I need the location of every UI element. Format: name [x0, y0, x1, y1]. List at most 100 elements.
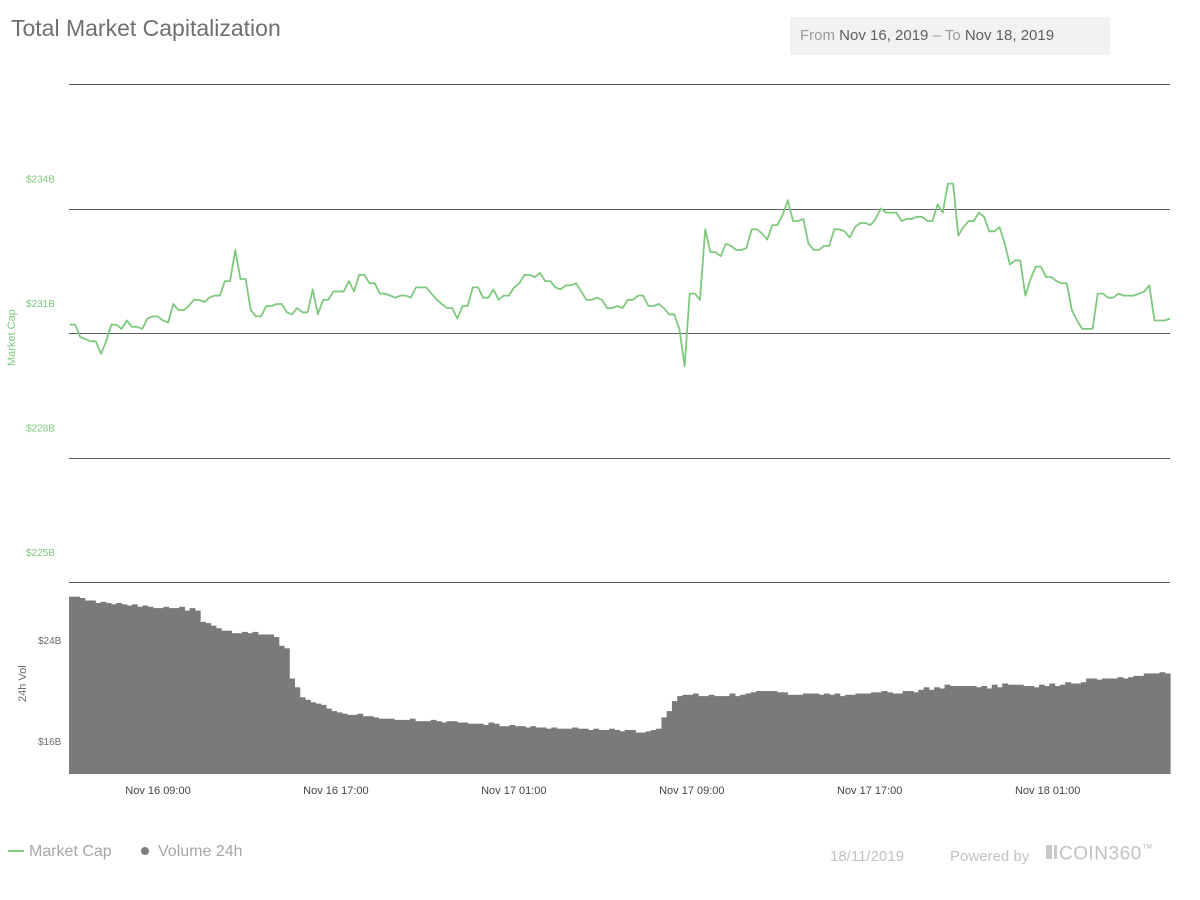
- volume-bar: [394, 719, 400, 774]
- market-cap-chart[interactable]: $234B $231B $228B $225B Market Cap $24B $16B 24…: [0, 0, 1200, 830]
- date-range-picker[interactable]: From Nov 16, 2019 – To Nov 18, 2019: [790, 17, 1110, 55]
- volume-bar: [1054, 686, 1061, 774]
- volume-bar: [247, 633, 254, 774]
- x-tick-label: Nov 16 09:00: [125, 785, 190, 797]
- volume-bar: [624, 730, 631, 774]
- volume-bar: [561, 728, 568, 774]
- volume-bar: [1049, 683, 1056, 774]
- coin360-logo[interactable]: COIN360™: [1046, 843, 1153, 865]
- volume-bar: [215, 628, 222, 774]
- volume-bar: [152, 608, 159, 774]
- range-from-value[interactable]: Nov 16, 2019: [839, 27, 929, 44]
- volume-bar: [425, 721, 432, 774]
- volume-bar: [771, 691, 778, 774]
- volume-bar: [551, 727, 558, 774]
- volume-bar: [834, 693, 841, 774]
- volume-bar: [981, 686, 988, 774]
- volume-bar: [231, 633, 238, 774]
- volume-bar: [666, 711, 673, 774]
- volume-bar: [1038, 684, 1045, 774]
- volume-bar: [902, 691, 909, 774]
- volume-bar: [939, 688, 946, 774]
- volume-bar: [1028, 686, 1035, 774]
- x-tick-label: Nov 17 17:00: [837, 785, 902, 797]
- volume-bar: [1101, 678, 1108, 774]
- logo-mark-icon: [1054, 845, 1057, 860]
- volume-bar: [1107, 678, 1113, 774]
- volume-bar: [1117, 677, 1124, 774]
- volume-bar: [252, 631, 259, 774]
- volume-bar: [257, 634, 264, 774]
- volume-bar: [829, 694, 836, 774]
- volume-bar: [996, 687, 1003, 774]
- volume-bar: [1164, 673, 1171, 774]
- volume-bar: [823, 693, 830, 774]
- volume-bar: [907, 691, 914, 774]
- volume-bar: [331, 711, 337, 774]
- volume-bar: [184, 610, 191, 774]
- volume-bar: [850, 694, 857, 774]
- volume-bar: [629, 730, 636, 774]
- volume-bar: [74, 596, 81, 774]
- volume-bar: [163, 606, 170, 774]
- volume-bar: [976, 687, 982, 774]
- volume-bar: [126, 605, 133, 774]
- volume-bar: [315, 703, 322, 774]
- volume-bar: [593, 728, 600, 774]
- volume-bar: [719, 696, 725, 774]
- volume-bar: [226, 630, 233, 774]
- volume-bar: [687, 694, 694, 774]
- volume-bar: [310, 702, 317, 774]
- volume-bar: [299, 697, 306, 774]
- volume-bar: [409, 718, 416, 774]
- volume-bar: [142, 605, 149, 774]
- range-to-value[interactable]: Nov 18, 2019: [964, 27, 1055, 44]
- volume-bar: [761, 691, 767, 774]
- volume-bar: [577, 728, 584, 774]
- range-to-label: To: [944, 27, 961, 44]
- volume-bar: [740, 694, 746, 774]
- volume-bar: [965, 686, 972, 774]
- x-tick-label: Nov 17 09:00: [659, 785, 724, 797]
- legend-label: Market Cap: [29, 843, 112, 860]
- volume-bar: [609, 728, 615, 774]
- volume-bar: [713, 696, 720, 774]
- volume-bar: [504, 726, 510, 774]
- legend-item-market-cap[interactable]: Market Cap: [8, 843, 112, 861]
- volume-bar: [546, 728, 552, 774]
- volume-bar: [236, 633, 243, 774]
- volume-bar: [656, 728, 663, 774]
- volume-bar: [572, 727, 579, 774]
- volume-bar: [692, 693, 699, 774]
- volume-bar: [1128, 677, 1134, 774]
- footer-date: 18/11/2019: [830, 848, 904, 865]
- volume-bar: [635, 732, 642, 774]
- volume-bar: [95, 603, 102, 774]
- volume-bar: [278, 645, 285, 774]
- volume-bar: [325, 708, 332, 774]
- volume-bar: [79, 598, 86, 774]
- volume-bar: [110, 604, 117, 774]
- x-tick-label: Nov 16 17:00: [303, 785, 368, 797]
- y-axis-title: Market Cap: [6, 309, 18, 366]
- volume-bar: [378, 718, 385, 774]
- range-from-label: From: [800, 27, 835, 44]
- volume-bar: [451, 721, 458, 774]
- volume-bar: [928, 689, 935, 774]
- volume-bar: [441, 722, 448, 774]
- volume-bar: [69, 596, 75, 774]
- volume-bar: [844, 694, 851, 774]
- volume-bar: [1044, 686, 1051, 774]
- volume-bar: [477, 723, 484, 774]
- volume-bar: [472, 723, 479, 774]
- volume-bar: [1133, 675, 1140, 774]
- volume-bar: [514, 726, 521, 774]
- legend-item-volume[interactable]: Volume 24h: [141, 843, 243, 861]
- volume-bar: [205, 623, 212, 774]
- powered-by-label: Powered by: [950, 848, 1030, 865]
- volume-bar: [782, 692, 788, 774]
- volume-bar: [1112, 678, 1119, 774]
- y-axis-title: 24h Vol: [17, 665, 29, 702]
- volume-bar: [588, 730, 594, 774]
- volume-bar: [498, 726, 505, 774]
